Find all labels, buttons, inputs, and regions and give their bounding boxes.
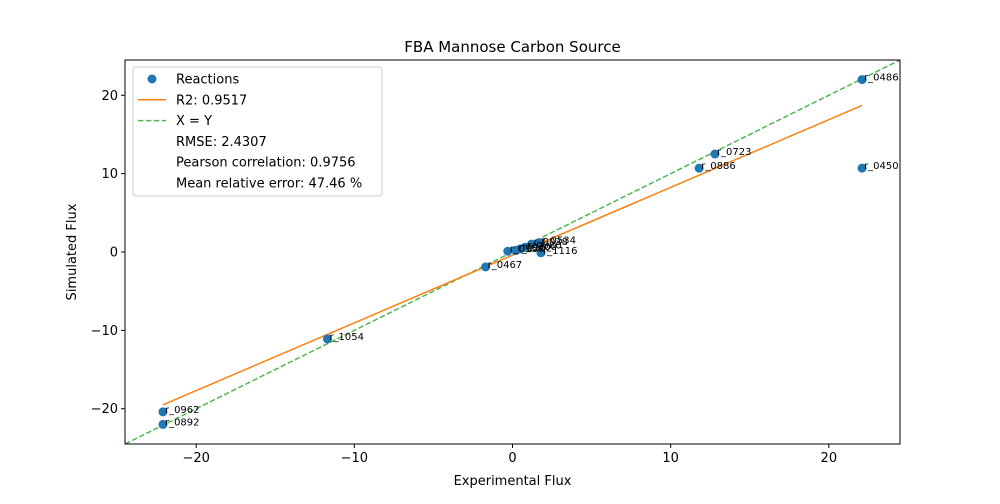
data-point [158, 407, 168, 417]
y-tick-label: −20 [91, 402, 118, 417]
data-point [857, 163, 867, 173]
legend-label: RMSE: 2.4307 [176, 135, 267, 150]
legend-box [132, 66, 383, 197]
data-point [536, 248, 546, 258]
legend-label: Mean relative error: 47.46 % [176, 177, 362, 192]
point-label: r_1054 [329, 332, 364, 343]
data-point [158, 419, 168, 429]
data-point [503, 246, 513, 256]
x-tick-label: 10 [662, 451, 679, 466]
x-tick-label: −20 [182, 451, 209, 466]
x-tick-label: 0 [508, 451, 516, 466]
y-axis-label: Simulated Flux [65, 203, 80, 300]
point-label: r_0038 [533, 237, 568, 248]
point-label: r_0080 [527, 240, 562, 251]
y-tick-label: −10 [91, 324, 118, 339]
data-point [710, 149, 720, 159]
axes: −20 −10 0 10 20 −20 −10 0 10 20 [91, 89, 838, 466]
legend-label: X = Y [176, 114, 212, 129]
point-label: r_0300 [522, 242, 557, 253]
chart-title: FBA Mannose Carbon Source [404, 38, 620, 56]
point-label: r_0486 [864, 73, 899, 84]
point-label: r_0723 [717, 147, 752, 158]
legend-label: R2: 0.9517 [176, 93, 247, 108]
point-label: r_0892 [165, 417, 200, 428]
x-tick-label: −10 [341, 451, 368, 466]
point-label: r_0958 [510, 244, 545, 255]
legend-label: Reactions [176, 73, 239, 88]
legend: Reactions R2: 0.9517 X = Y RMSE: 2.4307 Pear… [132, 66, 383, 197]
point-label: r_0534 [541, 236, 576, 247]
point-label: r_0450 [864, 161, 899, 172]
identity-line [125, 60, 900, 444]
data-point [511, 245, 521, 255]
point-label: r_0962 [165, 405, 200, 416]
data-point [534, 238, 544, 248]
legend-marker-circle [147, 74, 157, 84]
data-point [481, 262, 491, 272]
regression-line [162, 104, 863, 406]
point-label: r_1116 [543, 246, 578, 257]
point-label: r_0467 [488, 260, 523, 271]
y-tick-label: 10 [101, 167, 118, 182]
point-label: r_0302 [518, 243, 553, 254]
y-tick-label: 20 [101, 89, 118, 104]
data-point [322, 334, 332, 344]
plot-area: r_0486 r_0450 r_0723 r_0886 r_0467 r_1116r_05… [125, 60, 900, 444]
data-point [857, 75, 867, 85]
data-point [694, 163, 704, 173]
x-axis-label: Experimental Flux [454, 474, 572, 489]
x-tick-label: 20 [821, 451, 838, 466]
point-label: r_0886 [701, 161, 736, 172]
line-series-group [125, 60, 900, 444]
legend-label: Pearson correlation: 0.9756 [176, 156, 356, 171]
y-tick-label: 0 [110, 246, 118, 261]
